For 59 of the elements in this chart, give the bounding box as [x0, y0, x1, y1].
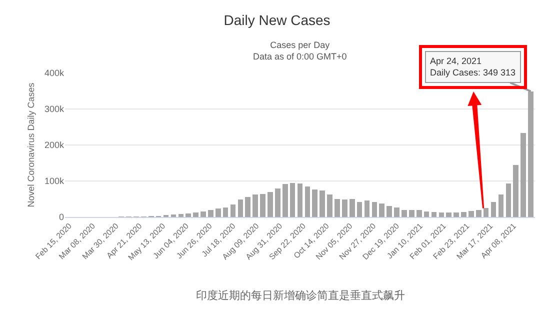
- bar: [424, 212, 430, 217]
- bar: [379, 204, 385, 217]
- bar: [490, 202, 496, 217]
- bar: [506, 184, 512, 217]
- bar: [342, 200, 348, 217]
- bar: [238, 199, 244, 217]
- bar: [528, 91, 534, 217]
- bar: [520, 132, 526, 217]
- bar: [513, 164, 519, 217]
- bar: [193, 212, 198, 217]
- y-axis-title: Novel Coronavirus Daily Cases: [26, 82, 36, 208]
- bar: [245, 197, 251, 217]
- y-tick-label: 100k: [44, 176, 64, 186]
- bar: [312, 190, 318, 217]
- bar: [431, 212, 437, 217]
- bar: [356, 202, 362, 217]
- annotation: Apr 24, 2021 Daily Cases: 349 313: [430, 56, 516, 78]
- bar: [334, 199, 340, 217]
- bar: [208, 210, 214, 217]
- bar: [454, 212, 459, 217]
- y-tick-label: 0: [58, 212, 64, 222]
- bar: [386, 206, 392, 217]
- bar: [461, 212, 466, 217]
- bar: [304, 186, 310, 217]
- bar: [200, 212, 206, 217]
- bar: [446, 212, 452, 217]
- bar: [394, 207, 400, 217]
- bar: [260, 194, 266, 217]
- y-tick-label: 400k: [44, 68, 64, 78]
- bar: [327, 194, 332, 217]
- y-tick-label: 300k: [44, 104, 64, 114]
- bar: [186, 213, 192, 217]
- bar: [483, 208, 489, 217]
- bar: [252, 194, 258, 217]
- bar: [275, 188, 280, 217]
- bar: [282, 184, 288, 217]
- bar: [268, 192, 273, 217]
- chart-title: Daily New Cases: [224, 12, 330, 28]
- bar: [320, 190, 325, 217]
- bar: [222, 207, 228, 217]
- bar: [290, 183, 296, 217]
- bar: [178, 214, 184, 217]
- bar: [372, 202, 378, 217]
- chart-subtitle: Cases per Day Data as of 0:00 GMT+0: [253, 40, 347, 62]
- bar: [364, 200, 370, 217]
- bar: [438, 212, 444, 217]
- bar: [416, 210, 422, 217]
- bar: [170, 214, 176, 217]
- bar: [349, 199, 355, 217]
- bar: [215, 208, 221, 217]
- bar: [297, 184, 303, 217]
- text: 印度近期的每日新增确诊简直是垂直式飙升: [196, 289, 405, 302]
- bar: [476, 210, 482, 217]
- bar: [498, 194, 504, 217]
- bar: [408, 210, 414, 217]
- bar: [468, 210, 474, 217]
- bar: [230, 204, 236, 217]
- y-tick-label: 200k: [44, 140, 64, 150]
- bar: [402, 210, 407, 217]
